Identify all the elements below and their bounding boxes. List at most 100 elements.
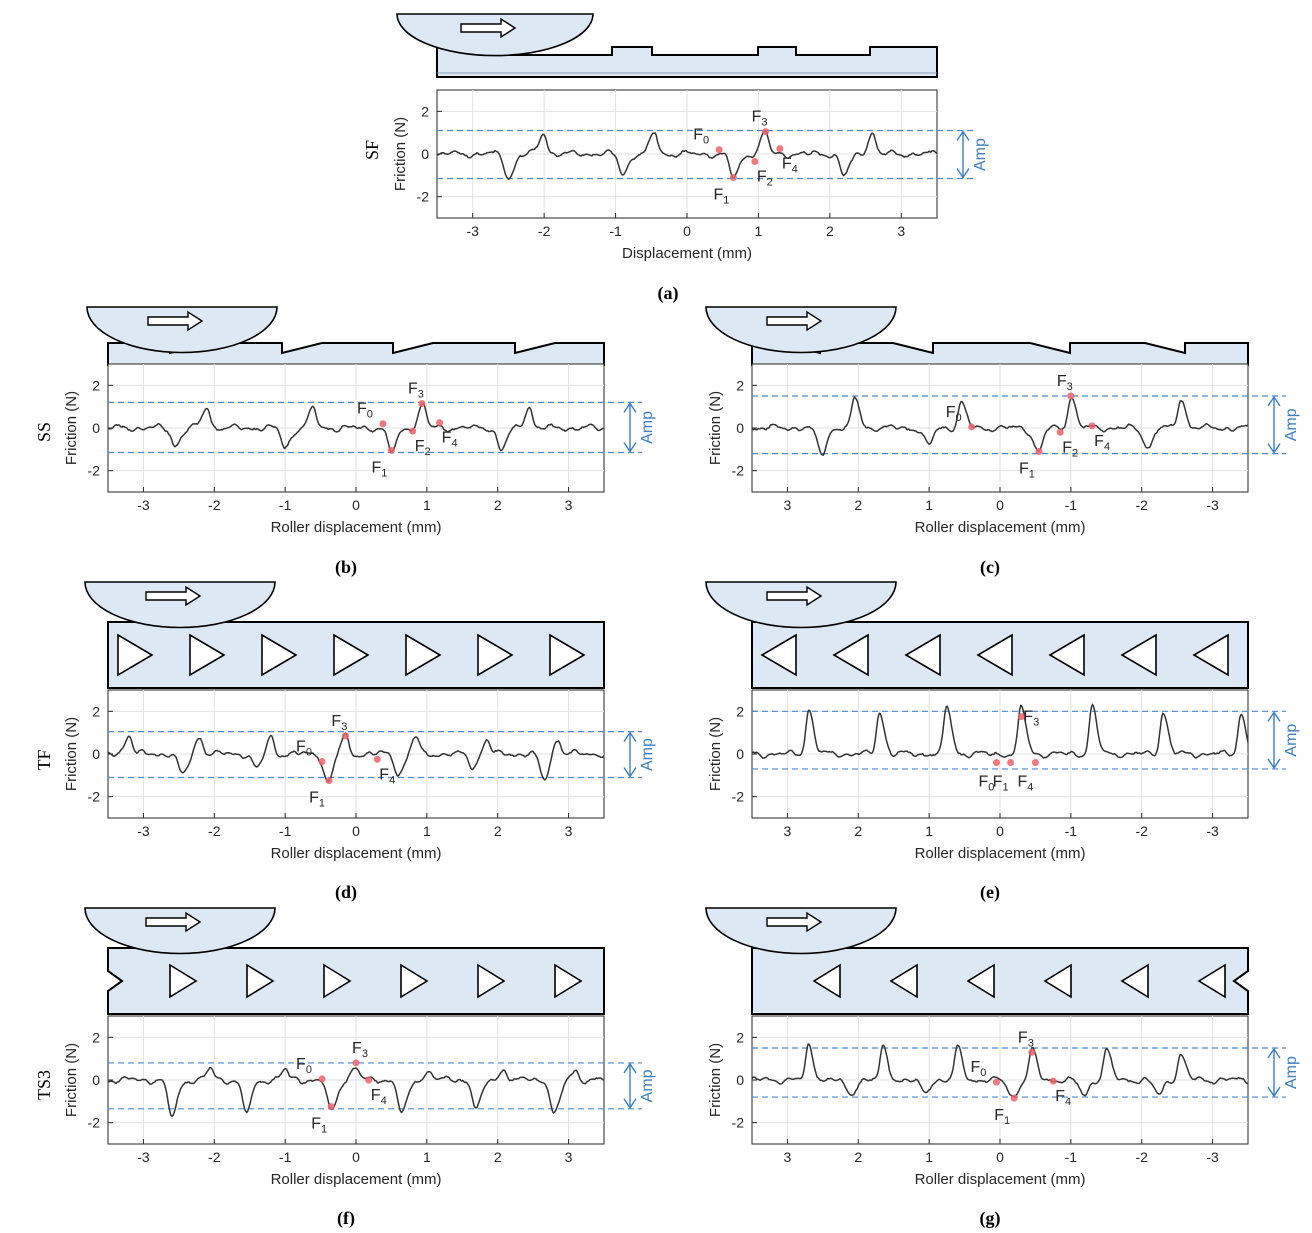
amp-label: Amp xyxy=(639,411,656,444)
x-tick-label: -2 xyxy=(208,823,221,839)
triangle-mark xyxy=(889,963,918,999)
marker-label-f3: F3 xyxy=(408,380,424,400)
x-tick-label: 1 xyxy=(925,823,933,839)
surface-illustration xyxy=(107,947,605,1015)
y-axis-label: Friction (N) xyxy=(707,1043,724,1117)
panel-e: 3 2 1 0 -1 -2 -3 -2 0 2 Roller displacement (mm) Fr… xyxy=(705,581,1300,903)
marker-f2 xyxy=(751,157,759,165)
y-tick-label: 0 xyxy=(92,420,100,436)
x-tick-label: -1 xyxy=(1065,497,1078,513)
triangle-mark xyxy=(477,633,514,677)
amp-arrow-head-up xyxy=(1267,395,1281,407)
y-tick-label: -2 xyxy=(417,189,430,205)
marker-label-f4: F4 xyxy=(782,156,798,176)
marker-f0 xyxy=(318,757,326,765)
right-arrow-icon xyxy=(147,310,204,332)
amp-arrow-head-down xyxy=(1267,443,1281,454)
roller-body xyxy=(396,13,594,57)
x-tick-label: 2 xyxy=(494,823,502,839)
roller-body xyxy=(705,306,897,354)
amp-arrow-head-down xyxy=(956,168,970,179)
y-tick-label: 2 xyxy=(736,377,744,393)
triangle-mark xyxy=(189,633,226,677)
marker-f4 xyxy=(373,755,381,763)
x-tick-label: 3 xyxy=(897,223,905,239)
panel-caption: (g) xyxy=(980,1208,1001,1229)
surface-illustration xyxy=(436,46,938,78)
x-tick-label: -3 xyxy=(466,223,479,239)
marker-f2 xyxy=(1056,428,1064,436)
amp-arrow-head-up xyxy=(623,1062,637,1074)
marker-f4 xyxy=(1031,759,1039,767)
surface-illustration xyxy=(751,621,1249,689)
y-tick-label: -2 xyxy=(88,1115,101,1131)
row-label: TS3 xyxy=(34,1070,54,1100)
x-tick-label: 2 xyxy=(826,223,834,239)
x-tick-label: 1 xyxy=(423,1149,431,1165)
x-axis-label: Roller displacement (mm) xyxy=(271,1171,442,1188)
x-tick-label: -3 xyxy=(137,1149,150,1165)
triangle-mark xyxy=(549,633,586,677)
marker-f3 xyxy=(1017,713,1025,721)
marker-f3 xyxy=(352,1059,360,1067)
y-tick-label: 2 xyxy=(736,703,744,719)
roller xyxy=(84,581,276,629)
marker-f3 xyxy=(1028,1048,1036,1056)
amp-arrow-head-down xyxy=(623,442,637,453)
x-tick-label: -2 xyxy=(1135,823,1148,839)
surface-body xyxy=(436,46,938,78)
y-tick-label: 0 xyxy=(736,746,744,762)
marker-label-f0: F0 xyxy=(357,401,373,421)
y-tick-label: 2 xyxy=(421,103,429,119)
x-axis-label: Roller displacement (mm) xyxy=(915,845,1086,862)
x-tick-label: 0 xyxy=(352,823,360,839)
y-tick-label: -2 xyxy=(732,463,745,479)
friction-trace xyxy=(107,1066,605,1118)
x-tick-label: 2 xyxy=(494,1149,502,1165)
marker-f0 xyxy=(968,423,976,431)
friction-trace xyxy=(436,129,938,181)
x-tick-label: -3 xyxy=(1206,1149,1219,1165)
friction-trace xyxy=(107,731,605,783)
x-tick-label: -3 xyxy=(137,497,150,513)
triangle-mark xyxy=(904,633,941,677)
x-tick-label: 3 xyxy=(565,497,573,513)
marker-label-f3: F3 xyxy=(1057,373,1073,393)
plot-area: -3 -2 -1 0 1 2 3 -2 0 2 Roller displacement (mm) Fr… xyxy=(63,363,656,536)
roller xyxy=(396,13,594,57)
marker-f1 xyxy=(1007,759,1015,767)
surface-body xyxy=(751,947,1249,1015)
friction-trace xyxy=(751,1043,1249,1098)
marker-label-f0: F0 xyxy=(946,404,962,424)
triangle-mark xyxy=(117,633,154,677)
x-tick-label: 1 xyxy=(755,223,763,239)
panel-f: -3 -2 -1 0 1 2 3 -2 0 2 Roller displacement (mm) Fr… xyxy=(34,907,656,1229)
marker-f1 xyxy=(325,777,333,785)
marker-f1 xyxy=(729,173,737,181)
amp-arrow-head-down xyxy=(623,767,637,778)
marker-label-f2: F2 xyxy=(1062,439,1078,459)
amp-arrow-head-up xyxy=(1267,711,1281,722)
triangle-mark xyxy=(477,963,506,999)
panel-caption: (a) xyxy=(658,283,679,304)
x-tick-label: 1 xyxy=(925,1149,933,1165)
marker-label-f4: F4 xyxy=(1017,774,1033,794)
y-axis-label: Friction (N) xyxy=(707,391,724,465)
right-arrow-icon xyxy=(145,911,202,933)
marker-label-f4: F4 xyxy=(442,430,458,450)
amp-arrow-head-down xyxy=(1267,1086,1281,1098)
panel-g: 3 2 1 0 -1 -2 -3 -2 0 2 Roller displacement (mm) Fr… xyxy=(705,907,1300,1229)
marker-label-f1: F1 xyxy=(994,1107,1010,1127)
x-axis-label: Roller displacement (mm) xyxy=(271,845,442,862)
plot-area: 3 2 1 0 -1 -2 -3 -2 0 2 Roller displacement (mm) Fr… xyxy=(707,1015,1300,1188)
x-tick-label: 3 xyxy=(565,1149,573,1165)
x-tick-label: -2 xyxy=(208,1149,221,1165)
x-tick-label: -2 xyxy=(1135,1149,1148,1165)
y-tick-label: 0 xyxy=(92,746,100,762)
triangle-mark xyxy=(1197,963,1226,999)
marker-label-f3: F3 xyxy=(1023,709,1039,729)
triangle-mark xyxy=(812,963,841,999)
panel-caption: (e) xyxy=(980,882,1000,903)
y-tick-label: -2 xyxy=(88,463,101,479)
marker-label-f1: F1 xyxy=(311,1116,327,1136)
